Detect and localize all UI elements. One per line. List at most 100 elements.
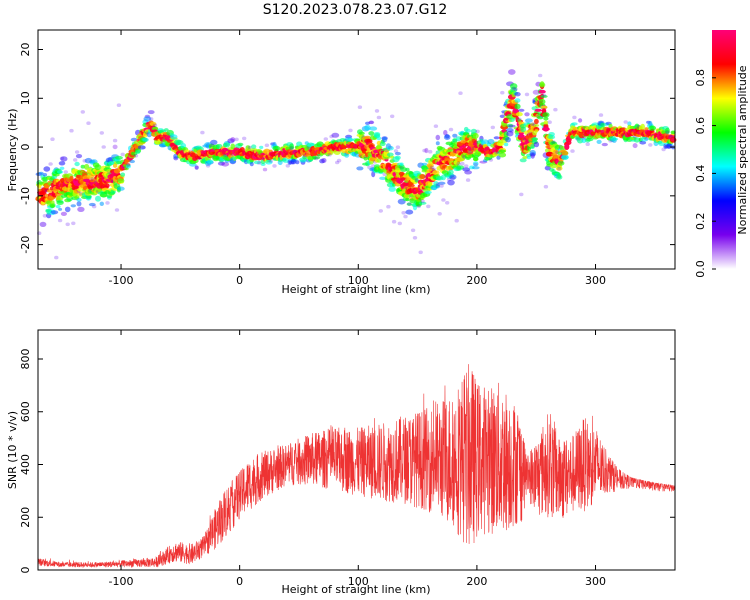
spectrogram-cell bbox=[462, 167, 471, 172]
spectrogram-cell bbox=[512, 108, 519, 114]
spectrogram-cell bbox=[237, 142, 244, 147]
spectrogram-cell bbox=[473, 156, 479, 161]
y-tick-label: 800 bbox=[19, 349, 32, 370]
spectrogram-cell bbox=[475, 129, 480, 134]
spectrogram-cell bbox=[499, 114, 505, 119]
spectrogram-cell bbox=[498, 142, 503, 146]
spectrogram-cell bbox=[543, 116, 549, 121]
spectrogram-cell bbox=[433, 124, 439, 128]
spectrogram-cell bbox=[379, 176, 387, 180]
spectrogram-cell bbox=[112, 138, 118, 143]
spectrogram-cell bbox=[560, 155, 569, 160]
spectrogram-cell bbox=[76, 198, 82, 202]
spectrogram-cell bbox=[447, 179, 455, 186]
spectrogram-cell bbox=[386, 145, 394, 151]
spectrogram-cell bbox=[147, 110, 155, 115]
spectrogram-cell bbox=[540, 94, 548, 98]
spectrogram-cell bbox=[418, 201, 427, 205]
spectrogram-cell bbox=[43, 166, 51, 172]
spectrogram-cell bbox=[526, 156, 531, 160]
spectrogram-cell bbox=[503, 131, 509, 138]
spectrogram-cell bbox=[395, 155, 401, 160]
spectrogram-cell bbox=[533, 124, 540, 127]
spectrogram-cell bbox=[465, 178, 471, 182]
spectrogram-cell bbox=[403, 214, 408, 219]
spectrogram-cell bbox=[524, 92, 530, 97]
spectrogram-cell bbox=[76, 201, 82, 207]
spectrogram-cell bbox=[368, 131, 375, 136]
spectrogram-cell bbox=[173, 153, 179, 159]
colorbar-tick-label: 0.2 bbox=[694, 212, 707, 230]
spectrogram-cell bbox=[55, 204, 61, 209]
spectrogram-cell bbox=[86, 121, 91, 125]
spectrogram-cell bbox=[260, 163, 266, 166]
snr-frame bbox=[37, 329, 676, 571]
spectrogram-cell bbox=[401, 211, 406, 215]
spectrogram-cell bbox=[314, 156, 319, 161]
spectrogram-cell bbox=[524, 112, 530, 117]
spectrogram-cell bbox=[108, 160, 115, 166]
snr-series-line bbox=[37, 364, 675, 569]
spectrogram-cell bbox=[112, 144, 118, 150]
spectrogram-cell bbox=[64, 206, 71, 213]
spectrogram-cell bbox=[414, 177, 420, 182]
spectrogram-cell bbox=[65, 222, 70, 227]
spectrogram-cell bbox=[471, 166, 480, 170]
spectrogram-cell bbox=[133, 153, 139, 158]
snr-ylabel: SNR (10 * v/v) bbox=[6, 411, 19, 489]
spectrogram-cell bbox=[561, 150, 569, 156]
colorbar-tick-label: 0.0 bbox=[694, 260, 707, 278]
colorbar-tick-label: 0.8 bbox=[694, 69, 707, 87]
spectrogram-cell bbox=[460, 161, 465, 166]
spectrogram-cell bbox=[57, 218, 63, 223]
spectrogram-cell bbox=[50, 204, 55, 208]
spectrogram-cell bbox=[210, 139, 218, 145]
spectrogram-cell bbox=[194, 165, 199, 170]
spectrogram-cell bbox=[458, 91, 463, 95]
spectrogram-cell bbox=[289, 146, 294, 150]
spectrogram-cell bbox=[163, 128, 169, 132]
spectrogram-cell bbox=[406, 202, 412, 206]
spectrogram-cell bbox=[424, 147, 429, 154]
y-tick-label: 10 bbox=[19, 91, 32, 105]
spectrogram-cell bbox=[57, 170, 64, 174]
spectrogram-cell bbox=[508, 124, 516, 128]
spectrogram-cell bbox=[407, 202, 412, 206]
x-tick-label: 100 bbox=[348, 575, 369, 588]
spectrogram-ylabel: Frequency (Hz) bbox=[6, 109, 19, 192]
x-tick-label: 0 bbox=[236, 575, 243, 588]
spectrogram-cell bbox=[395, 145, 401, 149]
spectrogram-cell bbox=[319, 158, 325, 164]
spectrogram-cell bbox=[570, 149, 575, 153]
spectrogram-cell bbox=[443, 129, 448, 136]
spectrogram-cell bbox=[39, 221, 47, 227]
spectrogram-cell bbox=[543, 184, 549, 189]
spectrogram-cell bbox=[295, 160, 300, 165]
spectrogram-cell bbox=[394, 151, 401, 156]
spectrogram-cell bbox=[429, 165, 435, 170]
spectrogram-cell bbox=[135, 149, 141, 154]
spectrogram-cell bbox=[404, 193, 411, 199]
spectrogram-cell bbox=[336, 158, 342, 163]
spectrogram-cell bbox=[99, 201, 105, 206]
spectrogram-cell bbox=[54, 255, 59, 260]
x-tick-label: 200 bbox=[466, 274, 487, 287]
x-tick-label: 300 bbox=[585, 274, 606, 287]
spectrogram-cell bbox=[369, 120, 374, 124]
spectrogram-cell bbox=[376, 144, 382, 150]
spectrogram-cell bbox=[493, 136, 500, 140]
spectrogram-cell bbox=[542, 112, 550, 118]
spectrogram-cell bbox=[517, 134, 525, 138]
spectrogram-cell bbox=[376, 136, 382, 141]
spectrogram-cell bbox=[285, 164, 290, 168]
x-tick-label: -100 bbox=[109, 274, 134, 287]
spectrogram-cell bbox=[557, 173, 562, 179]
spectrogram-cell bbox=[449, 174, 457, 180]
spectrogram-cell bbox=[312, 156, 321, 160]
spectrogram-cell bbox=[327, 152, 332, 157]
spectrogram-cell bbox=[405, 209, 414, 215]
spectrogram-cell bbox=[399, 162, 404, 167]
spectrogram-cell bbox=[217, 161, 225, 166]
spectrogram-cell bbox=[152, 123, 158, 128]
